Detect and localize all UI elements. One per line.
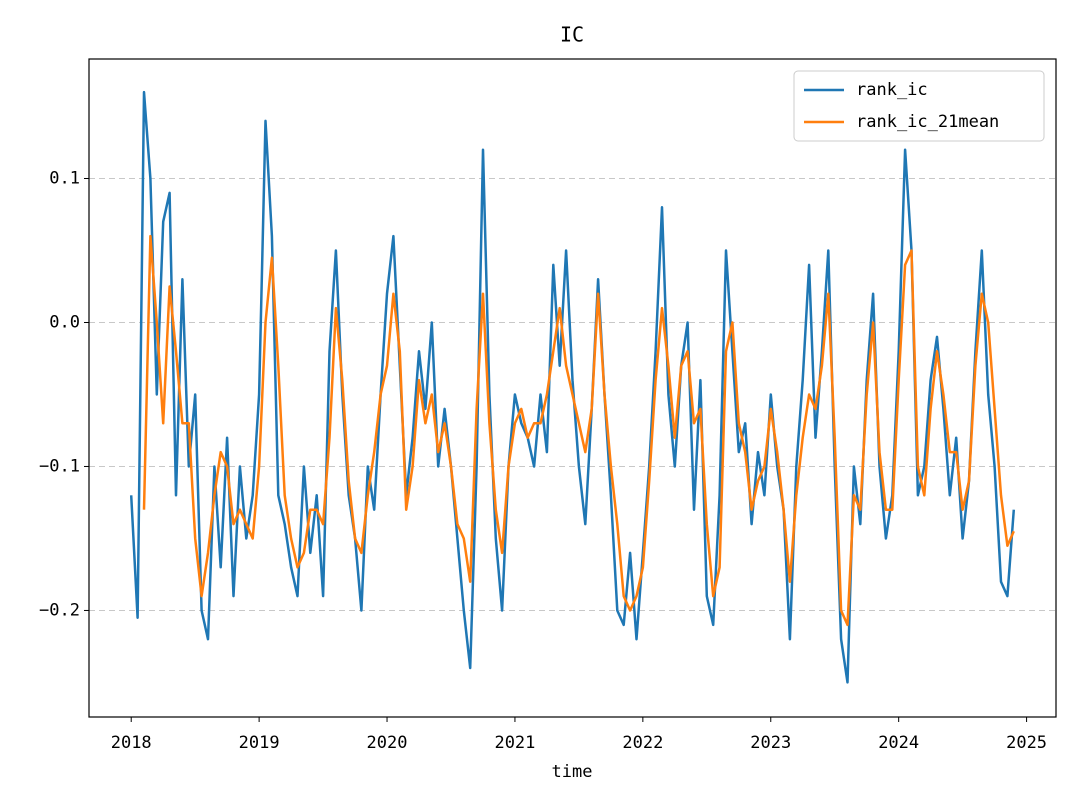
y-tick-label: −0.1 bbox=[39, 456, 80, 476]
y-tick-label: 0.1 bbox=[49, 169, 80, 189]
y-tick-label: −0.2 bbox=[39, 600, 80, 620]
x-tick-label: 2025 bbox=[1006, 733, 1047, 753]
plot-frame bbox=[88, 58, 1057, 718]
series-line bbox=[129, 90, 1016, 684]
x-tick-label: 2018 bbox=[111, 733, 152, 753]
y-tick-label: 0.0 bbox=[49, 312, 80, 332]
x-tick-label: 2024 bbox=[878, 733, 919, 753]
legend-label: rank_ic bbox=[856, 80, 928, 100]
x-axis-label: time bbox=[552, 762, 593, 782]
legend-box bbox=[793, 70, 1045, 142]
legend-label: rank_ic_21mean bbox=[856, 112, 999, 132]
legend: rank_ic rank_ic_21mean bbox=[793, 70, 1045, 142]
x-tick-label: 2020 bbox=[367, 733, 408, 753]
x-tick-label: 2023 bbox=[750, 733, 791, 753]
series-line bbox=[142, 234, 1015, 627]
chart-title: IC bbox=[560, 23, 584, 47]
x-tick-label: 2019 bbox=[239, 733, 280, 753]
x-tick-label: 2022 bbox=[622, 733, 663, 753]
x-tick-label: 2021 bbox=[494, 733, 535, 753]
